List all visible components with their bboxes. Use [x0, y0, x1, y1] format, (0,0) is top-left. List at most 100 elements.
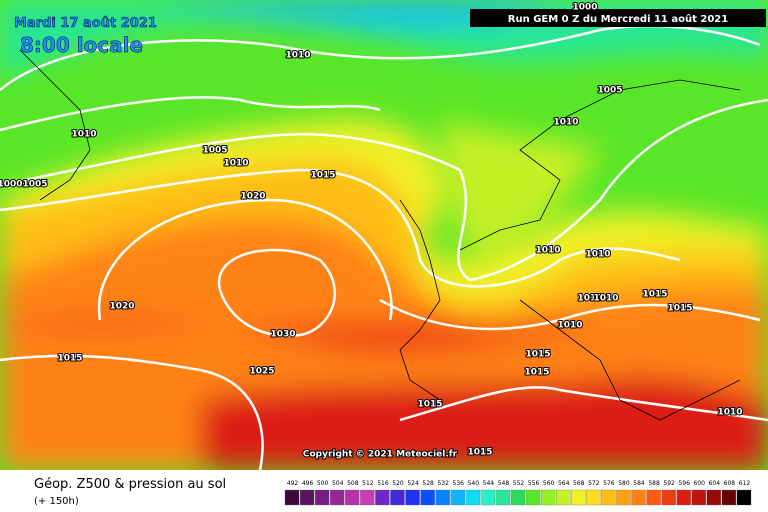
isobar-label: 1010: [535, 246, 560, 256]
isobar-label: 1025: [249, 367, 274, 377]
isobar-label: 1015: [417, 400, 442, 410]
isobar-label: 1015: [642, 290, 667, 300]
legend-swatch: [736, 489, 752, 506]
valid-date: Mardi 17 août 2021: [14, 16, 157, 31]
legend-swatch: [360, 489, 375, 506]
legend-label: 496: [302, 480, 314, 487]
legend-swatch: [661, 489, 676, 506]
legend-label: 520: [392, 480, 404, 487]
legend-label: 560: [543, 480, 555, 487]
forecast-lead: (+ 150h): [34, 496, 79, 507]
coastlines: [19, 49, 741, 421]
isobar-label: 1000: [0, 180, 23, 190]
isobar-label: 1005: [597, 86, 622, 96]
isobar-label: 1010: [285, 51, 310, 61]
legend-swatch: [495, 489, 511, 506]
legend-label: 592: [663, 480, 675, 487]
legend-swatch: [525, 489, 541, 506]
legend-label: 588: [648, 480, 660, 487]
isobar-label: 1020: [109, 302, 134, 312]
isobar-label: 1020: [240, 192, 265, 202]
isobar-label: 1005: [22, 180, 47, 190]
legend-swatch: [299, 489, 315, 506]
legend-swatch: [631, 489, 646, 506]
isobar-label: 1015: [467, 448, 492, 458]
isobar-label: 1015: [57, 354, 82, 364]
legend-swatch: [571, 489, 586, 506]
legend-label: 612: [739, 480, 751, 487]
legend-swatch: [375, 489, 390, 506]
legend-swatch: [616, 489, 631, 506]
legend-swatch: [586, 489, 601, 506]
legend-label: 536: [453, 480, 465, 487]
isobars: [0, 24, 768, 471]
legend-label: 544: [483, 480, 495, 487]
legend-label: 492: [287, 480, 299, 487]
legend-label: 584: [633, 480, 645, 487]
legend-label: 576: [603, 480, 615, 487]
legend-swatch: [480, 489, 496, 506]
isobar-label: 1010: [717, 408, 742, 418]
isobar-label: 1010: [585, 250, 610, 260]
legend-swatch: [420, 489, 435, 506]
legend-label: 516: [377, 480, 389, 487]
legend-swatch: [314, 489, 330, 506]
legend-label: 580: [618, 480, 630, 487]
legend-label: 568: [573, 480, 585, 487]
legend-label: 600: [694, 480, 706, 487]
legend-label: 532: [437, 480, 449, 487]
legend-label: 604: [709, 480, 721, 487]
legend-swatch: [691, 489, 706, 506]
legend-swatch: [721, 489, 737, 506]
isobar-label: 1010: [71, 130, 96, 140]
legend-swatch: [601, 489, 616, 506]
isobar-label: 1010: [593, 294, 618, 304]
legend-swatch: [706, 489, 722, 506]
legend-swatch: [540, 489, 556, 506]
isobar-label: 1005: [202, 146, 227, 156]
legend-label: 608: [724, 480, 736, 487]
legend-label: 552: [513, 480, 525, 487]
copyright: Copyright © 2021 Meteociel.fr: [303, 450, 458, 460]
legend-swatch: [465, 489, 480, 506]
isobar-label: 1010: [557, 321, 582, 331]
legend-label: 572: [588, 480, 600, 487]
legend-swatch: [345, 489, 360, 506]
legend-label: 524: [407, 480, 419, 487]
legend-swatch: [330, 489, 345, 506]
isobar-label: 1010: [577, 294, 602, 304]
isobar-label: 1015: [524, 368, 549, 378]
legend-swatch: [676, 489, 691, 506]
legend-swatch: [510, 489, 526, 506]
legend-label: 504: [332, 480, 344, 487]
footer-title: Géop. Z500 & pression au sol: [34, 477, 226, 492]
legend-swatch: [646, 489, 661, 506]
valid-time: 8:00 locale: [20, 33, 143, 57]
isobar-label: 1010: [223, 159, 248, 169]
run-info: Run GEM 0 Z du Mercredi 11 août 2021: [508, 13, 728, 25]
legend-label: 540: [468, 480, 480, 487]
isobar-label: 1015: [525, 350, 550, 360]
legend: 492 496 500 504 508 512 516 520 524 528 532 536 540 5…: [284, 480, 752, 506]
run-banner: [470, 9, 766, 27]
isobar-label: 1015: [667, 304, 692, 314]
legend-label: 564: [558, 480, 570, 487]
legend-label: 500: [317, 480, 329, 487]
isobar-label: 1030: [270, 330, 295, 340]
legend-label: 512: [362, 480, 374, 487]
legend-swatch: [435, 489, 450, 506]
legend-label: 528: [422, 480, 434, 487]
legend-swatch: [450, 489, 465, 506]
isobar-label: 1000: [572, 3, 597, 13]
legend-label: 596: [678, 480, 690, 487]
legend-swatch: [284, 489, 300, 506]
legend-label: 556: [528, 480, 540, 487]
isobar-label: 1010: [553, 118, 578, 128]
legend-label: 548: [498, 480, 510, 487]
geopotential-field: [0, 0, 768, 471]
legend-label: 508: [347, 480, 359, 487]
legend-swatch: [405, 489, 420, 506]
